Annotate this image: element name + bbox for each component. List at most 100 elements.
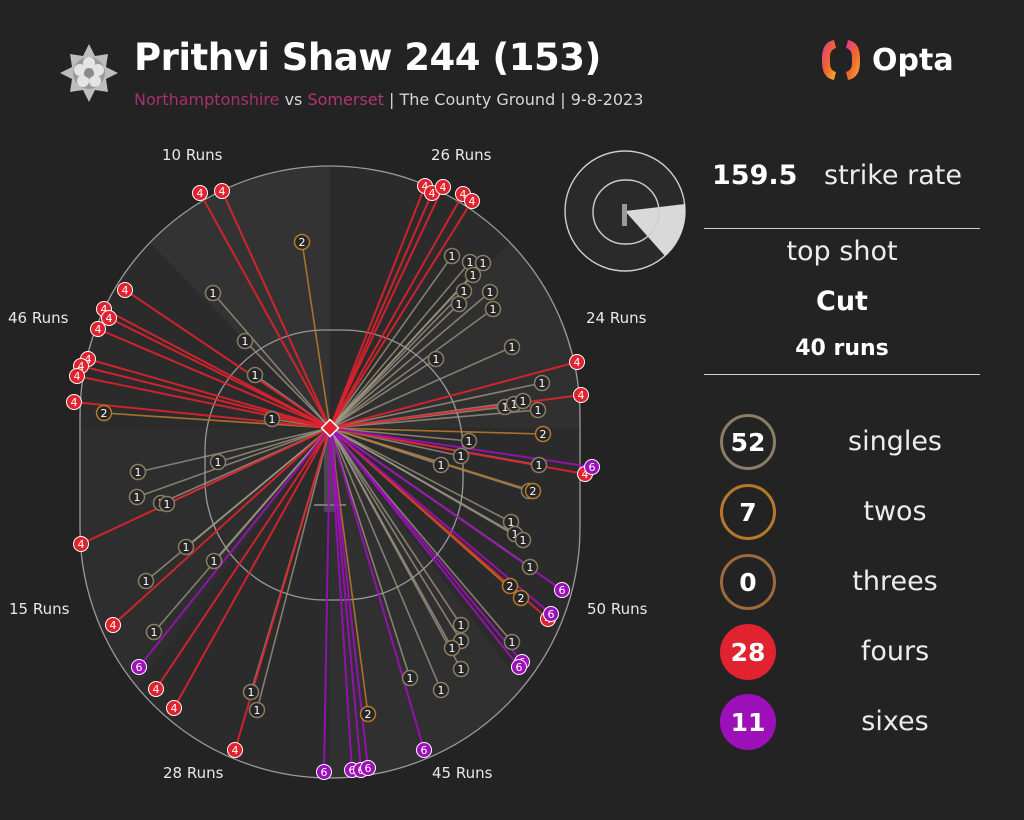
shot-line bbox=[329, 192, 433, 429]
shot-runs-label: 4 bbox=[74, 370, 81, 383]
legend-badge: 28 bbox=[720, 624, 776, 680]
shot-runs-label: 6 bbox=[559, 584, 566, 597]
shot-line bbox=[329, 427, 520, 668]
shot-runs-label: 6 bbox=[136, 661, 143, 674]
shot-runs-label: 6 bbox=[365, 762, 372, 775]
legend-label: twos bbox=[863, 496, 927, 527]
match-subtitle: Northamptonshire vs Somerset | The Count… bbox=[134, 90, 643, 109]
shot-line bbox=[124, 289, 331, 429]
shot-marker: 2 bbox=[534, 425, 552, 443]
shot-marker: 1 bbox=[145, 623, 163, 641]
shot-runs-label: 1 bbox=[210, 287, 217, 300]
shot-marker: 6 bbox=[543, 606, 559, 622]
shot-runs-label: 4 bbox=[582, 468, 589, 481]
shot-runs-label: 4 bbox=[460, 188, 467, 201]
shot-runs-label: 1 bbox=[520, 395, 527, 408]
shot-runs-label: 4 bbox=[422, 180, 429, 193]
vs-text: vs bbox=[279, 90, 308, 109]
shot-runs-label: 1 bbox=[458, 619, 465, 632]
legend-sixes: 11 sixes bbox=[720, 694, 990, 756]
shot-runs-label: 2 bbox=[101, 407, 108, 420]
shot-line bbox=[329, 358, 437, 429]
shot-line bbox=[256, 427, 331, 711]
shot-runs-label: 1 bbox=[466, 435, 473, 448]
shot-runs-label: 1 bbox=[502, 401, 509, 414]
shot-runs-label: 1 bbox=[480, 257, 487, 270]
shot-runs-label: 1 bbox=[449, 250, 456, 263]
legend-label: threes bbox=[852, 566, 938, 597]
shot-line bbox=[329, 427, 544, 435]
shot-runs-label: 1 bbox=[520, 534, 527, 547]
shot-runs-label: 1 bbox=[143, 575, 150, 588]
shot-runs-label: 1 bbox=[254, 704, 261, 717]
shot-runs-label: 1 bbox=[456, 298, 463, 311]
shot-marker: 1 bbox=[455, 282, 473, 300]
shot-runs-label: 1 bbox=[536, 459, 543, 472]
shot-marker: 1 bbox=[129, 463, 147, 481]
shot-line bbox=[244, 340, 331, 429]
shot-runs-label: 1 bbox=[535, 404, 542, 417]
shot-marker: 1 bbox=[452, 447, 470, 465]
shot-runs-label: 2 bbox=[518, 592, 525, 605]
shot-runs-label: 1 bbox=[467, 256, 474, 269]
shot-line bbox=[76, 375, 331, 429]
shot-marker: 1 bbox=[205, 552, 223, 570]
shot-marker: 1 bbox=[481, 283, 499, 301]
shot-line bbox=[108, 317, 331, 429]
shot-marker: 2 bbox=[293, 233, 311, 251]
shot-runs-label: 2 bbox=[365, 708, 372, 721]
shot-runs-label: 6 bbox=[589, 461, 596, 474]
shot-line bbox=[329, 261, 471, 429]
legend-twos: 7 twos bbox=[720, 484, 990, 546]
shot-marker: 1 bbox=[503, 338, 521, 356]
shot-runs-label: 1 bbox=[438, 684, 445, 697]
zone-label: 24 Runs bbox=[586, 309, 647, 327]
county-crest-icon bbox=[60, 44, 118, 102]
match-details: | The County Ground | 9-8-2023 bbox=[383, 90, 644, 109]
shot-runs-label: 4 bbox=[219, 185, 226, 198]
shot-runs-label: 2 bbox=[507, 580, 514, 593]
shot-runs-label: 4 bbox=[153, 683, 160, 696]
shot-runs-label: 4 bbox=[95, 323, 102, 336]
shot-marker: 4 bbox=[464, 193, 480, 209]
shot-marker: 1 bbox=[530, 456, 548, 474]
shot-runs-label: 4 bbox=[85, 353, 92, 366]
zone-label: 45 Runs bbox=[432, 764, 493, 782]
shot-marker: 1 bbox=[514, 531, 532, 549]
legend-label: fours bbox=[860, 636, 930, 667]
shot-runs-label: 1 bbox=[511, 398, 518, 411]
divider bbox=[704, 228, 980, 229]
shot-runs-label: 6 bbox=[516, 661, 523, 674]
shot-line bbox=[173, 427, 331, 709]
legend-label: sixes bbox=[861, 706, 929, 737]
shot-line bbox=[329, 427, 353, 771]
top-shot-label: top shot bbox=[786, 236, 898, 267]
shot-line bbox=[329, 427, 512, 523]
shot-marker: 6 bbox=[554, 582, 570, 598]
shot-marker: 1 bbox=[502, 513, 520, 531]
shot-runs-label: 1 bbox=[252, 369, 259, 382]
shot-line bbox=[73, 401, 331, 429]
zone-label: 46 Runs bbox=[8, 309, 69, 327]
shot-marker: 1 bbox=[503, 633, 521, 651]
shot-line bbox=[145, 427, 331, 582]
shot-runs-label: 4 bbox=[122, 284, 129, 297]
shot-runs-label: 1 bbox=[509, 341, 516, 354]
shot-line bbox=[301, 241, 331, 429]
shot-line bbox=[212, 292, 331, 429]
shot-marker: 6 bbox=[316, 764, 332, 780]
shot-runs-label: 1 bbox=[527, 561, 534, 574]
shot-line bbox=[97, 328, 331, 429]
shot-marker: 4 bbox=[573, 387, 589, 403]
opta-brand: Opta bbox=[820, 36, 954, 84]
shot-runs-label: 4 bbox=[197, 187, 204, 200]
shot-marker: 4 bbox=[227, 742, 243, 758]
shot-line bbox=[80, 427, 331, 545]
shot-runs-label: 1 bbox=[269, 413, 276, 426]
shot-line bbox=[329, 427, 524, 541]
shot-line bbox=[112, 427, 331, 626]
shot-runs-label: 4 bbox=[78, 360, 85, 373]
shot-runs-label: 1 bbox=[458, 663, 465, 676]
legend-fours: 28 fours bbox=[720, 624, 990, 686]
